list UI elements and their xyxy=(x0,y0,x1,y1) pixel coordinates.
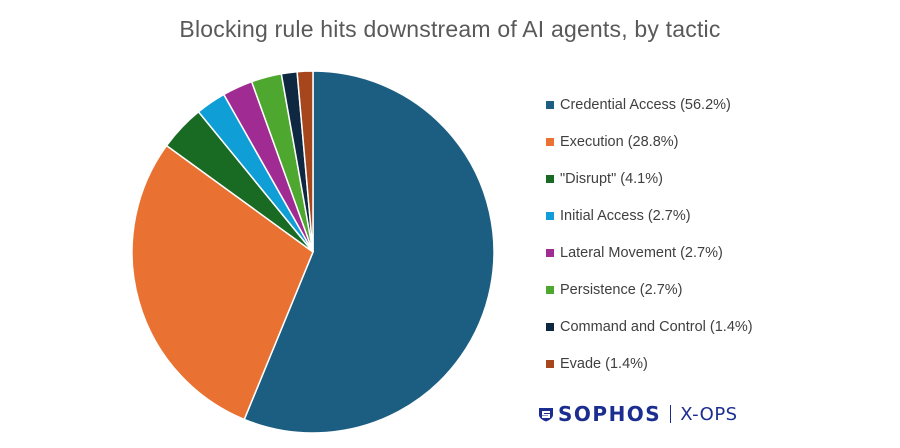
legend-swatch xyxy=(546,137,554,146)
brand-divider xyxy=(670,405,672,423)
legend-item: "Disrupt" (4.1%) xyxy=(546,160,753,197)
legend-swatch xyxy=(546,100,554,109)
legend-item: Initial Access (2.7%) xyxy=(546,197,753,234)
legend-label: Command and Control (1.4%) xyxy=(560,318,753,335)
legend-swatch xyxy=(546,285,554,294)
legend-item: Persistence (2.7%) xyxy=(546,271,753,308)
sophos-xops-logo: SOPHOS X-OPS xyxy=(538,402,738,426)
legend-item: Execution (28.8%) xyxy=(546,123,753,160)
legend-item: Command and Control (1.4%) xyxy=(546,308,753,345)
pie-slice-7 xyxy=(296,70,314,253)
chart-legend: Credential Access (56.2%) Execution (28.8… xyxy=(546,86,753,382)
legend-label: Initial Access (2.7%) xyxy=(560,207,691,224)
brand-name: SOPHOS xyxy=(558,402,662,426)
legend-label: "Disrupt" (4.1%) xyxy=(560,170,663,187)
legend-item: Credential Access (56.2%) xyxy=(546,86,753,123)
legend-swatch xyxy=(546,211,554,220)
pie-slice-1 xyxy=(131,144,314,421)
legend-swatch xyxy=(546,322,554,331)
legend-swatch xyxy=(546,174,554,183)
legend-swatch xyxy=(546,359,554,368)
legend-item: Evade (1.4%) xyxy=(546,345,753,382)
legend-label: Evade (1.4%) xyxy=(560,355,648,372)
pie-slice-0 xyxy=(243,70,495,434)
legend-item: Lateral Movement (2.7%) xyxy=(546,234,753,271)
legend-swatch xyxy=(546,248,554,257)
legend-label: Execution (28.8%) xyxy=(560,133,679,150)
legend-label: Credential Access (56.2%) xyxy=(560,96,731,113)
sophos-shield-icon xyxy=(539,407,553,421)
legend-label: Lateral Movement (2.7%) xyxy=(560,244,723,261)
brand-sub: X-OPS xyxy=(680,403,738,425)
chart-title: Blocking rule hits downstream of AI agen… xyxy=(179,16,721,42)
legend-label: Persistence (2.7%) xyxy=(560,281,683,298)
